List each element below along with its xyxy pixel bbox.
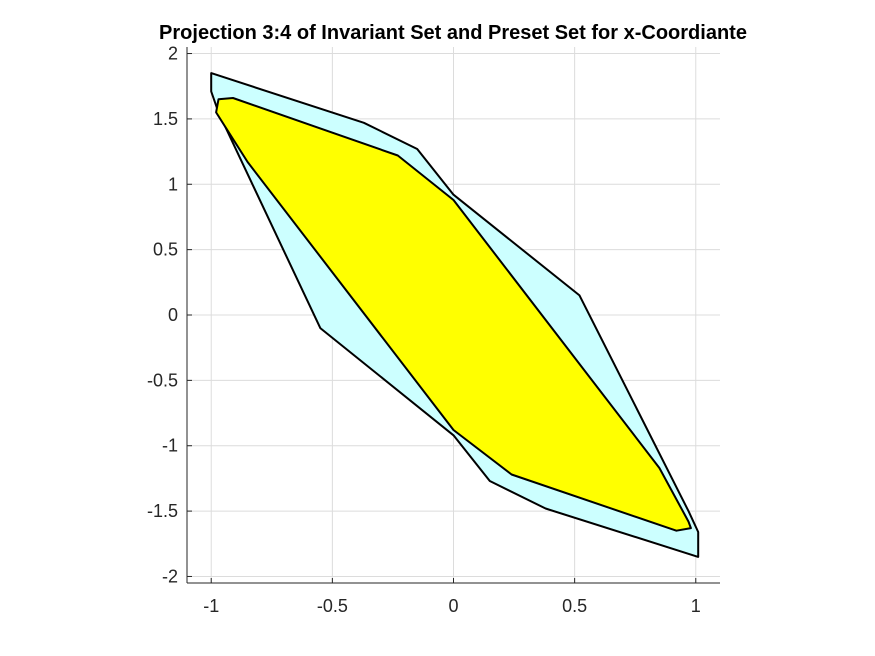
- y-tick-label: 0: [168, 305, 178, 325]
- y-tick-label: -0.5: [147, 370, 178, 390]
- y-tick-label: -2: [162, 566, 178, 586]
- x-tick-label: 0.5: [562, 596, 587, 616]
- chart-title: Projection 3:4 of Invariant Set and Pres…: [159, 22, 747, 44]
- x-tick-label: 0: [448, 596, 458, 616]
- x-tick-label: -1: [203, 596, 219, 616]
- y-tick-label: 2: [168, 44, 178, 64]
- x-tick-label: -0.5: [317, 596, 348, 616]
- axes: -1 -0.5 0 0.5 1 -2 -1.5 -1 -0.5 0 0.5 1 1.5 2: [147, 44, 720, 616]
- invariant-set-polygon: [215, 97, 692, 532]
- y-tick-label: 1: [168, 174, 178, 194]
- plot-area: [210, 72, 700, 558]
- y-tick-label: 0.5: [153, 240, 178, 260]
- y-tick-label: -1: [162, 436, 178, 456]
- y-tick-label: 1.5: [153, 109, 178, 129]
- y-tick-label: -1.5: [147, 501, 178, 521]
- x-tick-label: 1: [691, 596, 701, 616]
